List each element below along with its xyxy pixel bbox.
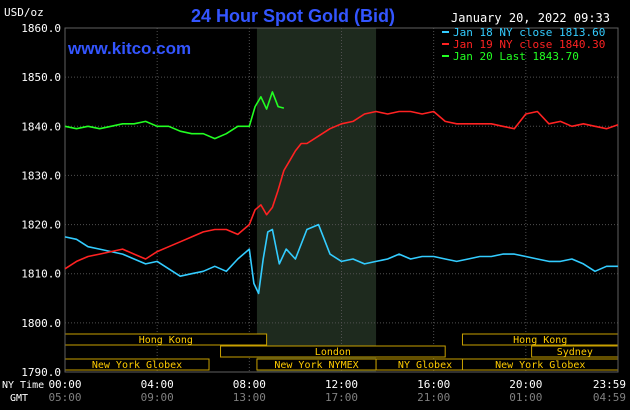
x-tick-gmt: 21:00 bbox=[417, 391, 450, 404]
market-session-label: New York Globex bbox=[495, 360, 585, 371]
y-tick-label: 1830.0 bbox=[21, 169, 61, 182]
y-tick-label: 1800.0 bbox=[21, 317, 61, 330]
x-tick-gmt: 04:59 bbox=[593, 391, 626, 404]
x-tick-ny: 20:00 bbox=[509, 378, 542, 391]
x-tick-ny: 04:00 bbox=[141, 378, 174, 391]
units-label: USD/oz bbox=[4, 6, 44, 19]
x-tick-gmt: 09:00 bbox=[141, 391, 174, 404]
series-line bbox=[64, 91, 285, 140]
y-axis-ticks: 1790.0 1800.0 1810.0 1820.0 1830.0 1840.0 1850… bbox=[21, 22, 61, 379]
y-tick-label: 1850.0 bbox=[21, 71, 61, 84]
x-tick-ny: 23:59 bbox=[593, 378, 626, 391]
x-tick-gmt: 13:00 bbox=[233, 391, 266, 404]
x-tick-ny: 12:00 bbox=[325, 378, 358, 391]
x-tick-gmt: 05:00 bbox=[48, 391, 81, 404]
y-tick-label: 1820.0 bbox=[21, 219, 61, 232]
x-tick-ny: 00:00 bbox=[48, 378, 81, 391]
ny-time-label: NY Time bbox=[2, 380, 44, 391]
y-tick-label: 1860.0 bbox=[21, 22, 61, 35]
market-session-label: Sydney bbox=[557, 347, 593, 358]
x-tick-gmt: 17:00 bbox=[325, 391, 358, 404]
market-session-label: New York Globex bbox=[92, 360, 182, 371]
series-line bbox=[64, 110, 619, 270]
nymex-session-shade bbox=[256, 28, 377, 372]
y-tick-label: 1840.0 bbox=[21, 120, 61, 133]
market-session-label: NY Globex bbox=[398, 360, 452, 371]
x-tick-gmt: 01:00 bbox=[509, 391, 542, 404]
timestamp: January 20, 2022 09:33 bbox=[451, 11, 610, 25]
x-tick-ny: 08:00 bbox=[233, 378, 266, 391]
site-watermark: www.kitco.com bbox=[67, 39, 191, 58]
market-session-label: Hong Kong bbox=[513, 335, 567, 346]
market-session-bar bbox=[220, 345, 446, 358]
chart-title: 24 Hour Spot Gold (Bid) bbox=[191, 6, 395, 26]
gmt-label: GMT bbox=[10, 393, 28, 404]
legend-entry: Jan 18 NY close 1813.60 bbox=[453, 26, 605, 39]
x-tick-ny: 16:00 bbox=[417, 378, 450, 391]
price-series bbox=[64, 91, 619, 295]
y-tick-label: 1810.0 bbox=[21, 268, 61, 281]
legend-swatch bbox=[442, 31, 449, 33]
plot-frame bbox=[64, 27, 619, 373]
legend-entry: Jan 19 NY close 1840.30 bbox=[453, 38, 605, 51]
market-session-label: Hong Kong bbox=[139, 335, 193, 346]
legend-entry: Jan 20 Last 1843.70 bbox=[453, 50, 579, 63]
market-session-label: London bbox=[315, 347, 351, 358]
legend-swatch bbox=[442, 55, 449, 57]
market-session-label: New York NYMEX bbox=[274, 360, 358, 371]
legend-swatch bbox=[442, 43, 449, 45]
y-tick-label: 1790.0 bbox=[21, 366, 61, 379]
series-line bbox=[64, 223, 618, 295]
